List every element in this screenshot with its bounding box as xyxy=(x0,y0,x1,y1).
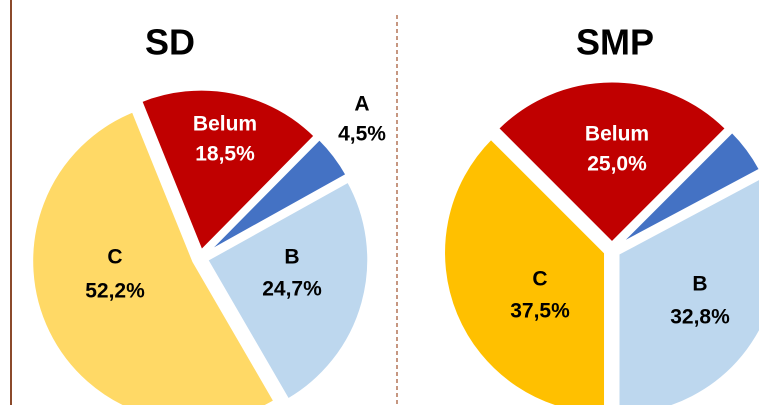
pie-slice xyxy=(204,136,350,256)
value-label: 4,5% xyxy=(338,123,386,146)
value-label: 18,5% xyxy=(195,143,255,166)
value-label: 32,8% xyxy=(670,306,730,329)
value-label: 24,7% xyxy=(262,278,322,301)
slice-label: B xyxy=(692,273,707,296)
value-label: 25,0% xyxy=(587,153,647,176)
slice-label: C xyxy=(532,268,547,291)
value-label: 52,2% xyxy=(85,280,145,303)
chart-title: SMP xyxy=(576,22,654,63)
pie-slice xyxy=(616,176,759,405)
slice-label: Belum xyxy=(193,113,257,136)
chart-title: SD xyxy=(145,22,195,63)
pie-slice xyxy=(442,136,608,405)
slice-label: A xyxy=(354,93,369,116)
pie-slice xyxy=(30,108,278,405)
pie-slice xyxy=(616,129,759,248)
pie-slice xyxy=(495,79,729,246)
pie-slice xyxy=(138,87,318,254)
slice-label: C xyxy=(107,246,122,269)
pie-slice xyxy=(204,178,371,403)
slice-label: Belum xyxy=(585,123,649,146)
value-label: 37,5% xyxy=(510,300,570,323)
slice-label: B xyxy=(284,246,299,269)
